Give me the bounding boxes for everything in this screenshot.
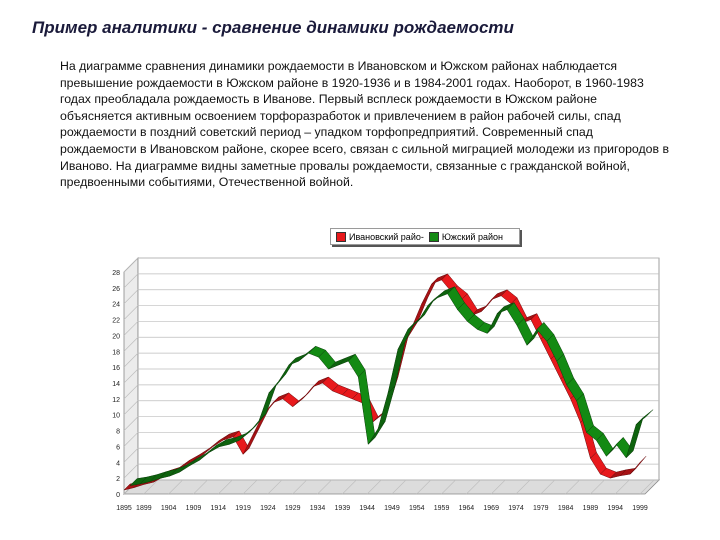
x-gridline — [168, 479, 183, 495]
x-gridline — [515, 479, 531, 495]
x-tick-label: 1904 — [161, 505, 177, 512]
y-tick-label: 22 — [112, 318, 120, 325]
x-gridline — [218, 479, 233, 495]
x-tick-label: 1914 — [210, 505, 226, 512]
x-gridline — [143, 479, 159, 495]
x-tick-label: 1994 — [607, 505, 623, 512]
x-gridline — [615, 479, 630, 495]
x-tick-label: 1954 — [409, 505, 425, 512]
legend-label-ivanovo: Ивановский райо- — [349, 231, 424, 242]
x-gridline — [416, 479, 431, 495]
description-paragraph: На диаграмме сравнения динамики рождаемо… — [60, 59, 669, 190]
x-tick-label: 1909 — [186, 505, 202, 512]
x-gridline — [639, 479, 655, 495]
x-tick-label: 1929 — [285, 505, 301, 512]
y-gridline — [123, 257, 659, 273]
y-gridline — [123, 321, 659, 336]
y-tick-label: 10 — [112, 413, 120, 420]
y-tick-label: 20 — [112, 333, 120, 340]
x-gridline — [590, 479, 605, 495]
x-axis-ticks: 1895 1899 1904 1909 1914 1919 1924 1929 1934 1939… — [116, 505, 648, 512]
x-gridline — [466, 479, 481, 495]
y-tick-label: 18 — [112, 349, 120, 356]
x-tick-label: 1969 — [483, 505, 499, 512]
x-tick-label: 1895 — [116, 505, 132, 512]
legend-item-yuzha: Южский район — [428, 231, 503, 242]
y-gridline — [123, 289, 659, 304]
y-gridline — [123, 447, 659, 463]
x-gridline — [317, 479, 332, 495]
y-gridline — [123, 400, 659, 415]
x-tick-label: 1979 — [533, 505, 549, 512]
x-tick-label: 1999 — [632, 505, 648, 512]
y-tick-label: 2 — [116, 476, 120, 483]
y-tick-label: 12 — [112, 397, 120, 404]
y-gridline — [123, 305, 659, 320]
x-tick-label: 1934 — [310, 505, 326, 512]
y-gridline — [123, 463, 659, 479]
x-tick-label: 1899 — [136, 505, 152, 512]
x-gridline — [540, 479, 556, 495]
x-gridline — [366, 479, 382, 495]
x-gridline — [242, 479, 258, 495]
x-gridline — [490, 479, 506, 495]
y-gridline — [123, 273, 659, 289]
y-gridline — [123, 368, 659, 384]
x-gridline — [292, 479, 307, 495]
ribbon-segment — [629, 456, 647, 475]
y-gridline — [123, 352, 659, 368]
y-gridline — [123, 336, 659, 352]
chart-ribbons — [123, 273, 654, 491]
floor — [123, 479, 660, 495]
y-gridline — [123, 416, 659, 431]
x-gridline — [342, 479, 357, 495]
y-tick-label: 6 — [116, 444, 120, 451]
x-tick-label: 1949 — [384, 505, 400, 512]
y-tick-label: 4 — [116, 460, 120, 467]
x-tick-label: 1924 — [260, 505, 276, 512]
chart-legend: Ивановский райо- Южский район — [330, 228, 520, 245]
y-tick-label: 28 — [112, 270, 120, 277]
legend-label-yuzha: Южский район — [441, 231, 503, 242]
x-gridline — [441, 479, 456, 495]
y-tick-label: 26 — [112, 286, 120, 293]
x-tick-label: 1989 — [583, 505, 599, 512]
ribbon-segment — [635, 409, 654, 425]
x-gridline — [193, 479, 208, 495]
x-gridline — [565, 479, 580, 495]
y-tick-label: 16 — [112, 365, 120, 372]
y-gridline — [123, 384, 659, 400]
legend-swatch-ivanovo — [336, 231, 346, 242]
legend-item-ivanovo: Ивановский райо- — [336, 231, 424, 242]
x-tick-label: 1959 — [434, 505, 450, 512]
legend-swatch-yuzha — [428, 231, 439, 242]
y-tick-label: 14 — [112, 381, 120, 388]
x-tick-label: 1964 — [459, 505, 475, 512]
y-gridline — [123, 432, 659, 447]
page-title: Пример аналитики - сравнение динамики ро… — [32, 18, 514, 37]
chart-grid — [123, 257, 659, 495]
x-tick-label: 1944 — [359, 505, 375, 512]
x-gridline — [267, 479, 283, 495]
x-gridline — [391, 479, 407, 495]
y-tick-label: 24 — [112, 302, 120, 309]
chart-walls — [123, 257, 660, 495]
x-tick-label: 1984 — [558, 505, 574, 512]
series-2 — [129, 286, 654, 486]
y-tick-label: 0 — [116, 492, 120, 499]
x-tick-label: 1919 — [235, 505, 251, 512]
x-tick-label: 1974 — [508, 505, 524, 512]
y-tick-label: 8 — [116, 429, 120, 436]
x-tick-label: 1939 — [335, 505, 351, 512]
